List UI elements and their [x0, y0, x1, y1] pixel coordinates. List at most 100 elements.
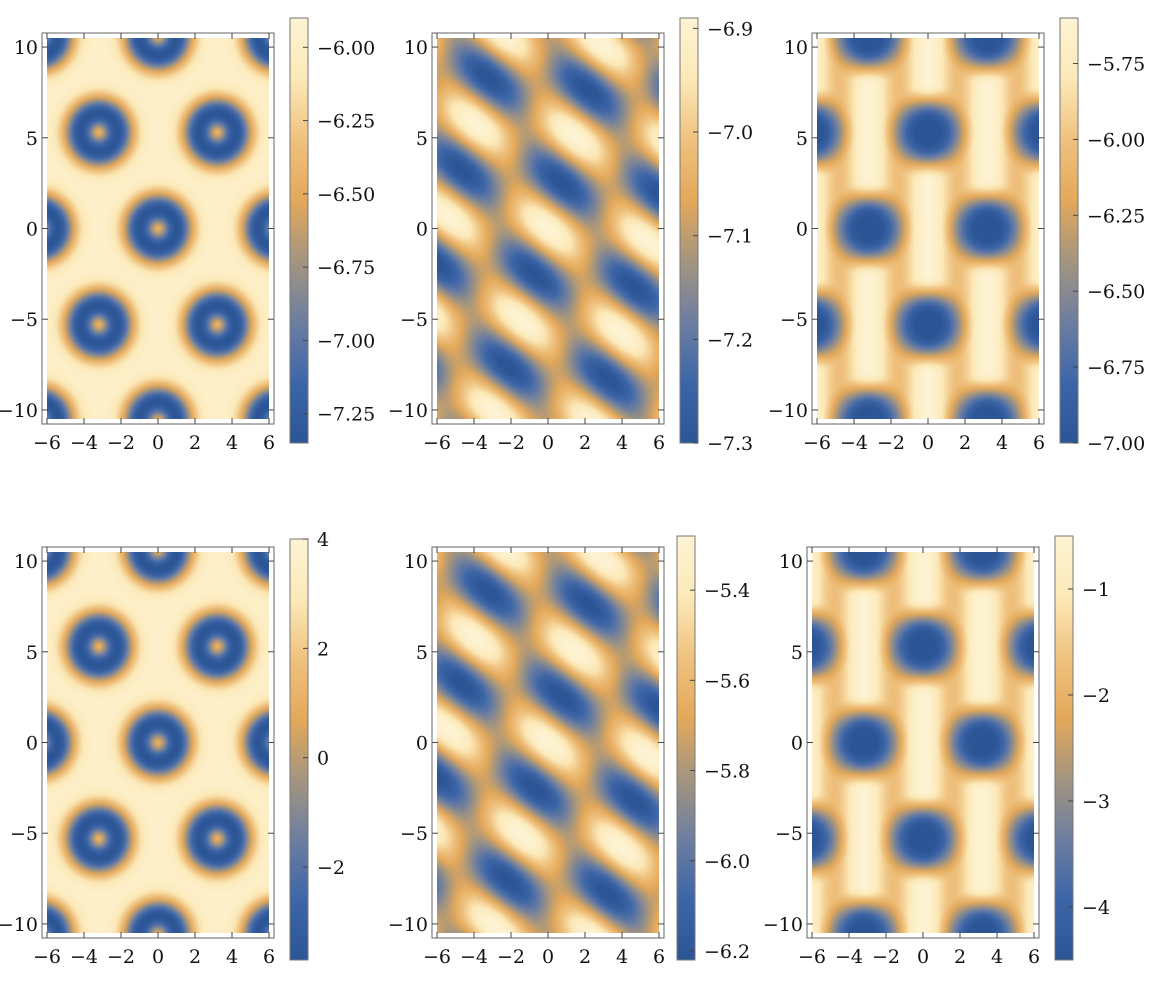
- colorbar-tick-label: −6.00: [1087, 129, 1145, 151]
- x-tick-label: −4: [460, 946, 488, 968]
- x-tick-label: 2: [189, 432, 201, 454]
- colorbar-tick-label: 4: [317, 529, 329, 551]
- x-tick-label: −2: [872, 946, 900, 968]
- colorbar-tick-label: −5.8: [704, 761, 750, 783]
- x-tick-label: 4: [226, 946, 238, 968]
- colorbar-tick-label: −7.00: [1087, 433, 1145, 455]
- colorbar: [289, 17, 309, 444]
- colorbar-tick-label: −4: [1082, 897, 1110, 919]
- x-tick-label: −2: [497, 432, 525, 454]
- x-tick-label: −4: [70, 946, 98, 968]
- y-tick-label: 5: [26, 642, 38, 664]
- heatmap-image: [437, 38, 659, 419]
- x-tick-label: 6: [1033, 432, 1045, 454]
- y-tick-label: 10: [784, 37, 808, 59]
- x-tick-label: −6: [798, 946, 826, 968]
- colorbar-tick-label: −6.75: [317, 257, 375, 279]
- colorbar-tick-label: −7.00: [317, 330, 375, 352]
- x-tick-label: −4: [840, 432, 868, 454]
- heatmap-image: [47, 38, 269, 419]
- x-tick-label: 4: [616, 946, 628, 968]
- x-tick-label: 0: [922, 432, 934, 454]
- y-tick-label: 5: [416, 642, 428, 664]
- colorbar-tick-label: −6.50: [317, 184, 375, 206]
- x-tick-label: −6: [803, 432, 831, 454]
- x-tick-label: 0: [152, 946, 164, 968]
- x-tick-label: 2: [579, 946, 591, 968]
- y-tick-label: −5: [780, 309, 808, 331]
- y-tick-label: −10: [763, 914, 803, 936]
- x-tick-label: 0: [152, 432, 164, 454]
- y-tick-label: −10: [388, 400, 428, 422]
- y-tick-label: 5: [416, 128, 428, 150]
- x-tick-label: 4: [996, 432, 1008, 454]
- heatmap-panel-4: −6 −4 −2 0 2 4 6 −10 −5 0 5 10 4 2 0 −2: [0, 529, 345, 968]
- colorbar-tick-label: −3: [1082, 791, 1110, 813]
- x-tick-label: 6: [263, 946, 275, 968]
- colorbar-tick-label: −6.25: [1087, 205, 1145, 227]
- x-tick-label: −6: [33, 432, 61, 454]
- x-tick-label: −2: [877, 432, 905, 454]
- heatmap-image: [812, 552, 1034, 933]
- x-tick-label: 0: [542, 432, 554, 454]
- colorbar-tick-label: −2: [1082, 685, 1110, 707]
- y-tick-label: −5: [400, 309, 428, 331]
- colorbar-tick-label: −1: [1082, 579, 1110, 601]
- y-tick-label: −10: [768, 400, 808, 422]
- x-tick-label: 4: [226, 432, 238, 454]
- y-tick-label: 0: [416, 733, 428, 755]
- y-tick-label: 0: [26, 733, 38, 755]
- heatmap-panel-6: −6 −4 −2 0 2 4 6 −10 −5 0 5 10 −1 −2 −3 −4: [763, 535, 1110, 968]
- x-tick-label: 6: [263, 432, 275, 454]
- y-tick-label: 10: [779, 551, 803, 573]
- colorbar: [1054, 535, 1074, 961]
- y-tick-label: 5: [791, 642, 803, 664]
- x-tick-label: 2: [189, 946, 201, 968]
- colorbar-tick-label: −7.2: [707, 329, 753, 351]
- x-tick-label: −6: [33, 946, 61, 968]
- y-tick-label: −5: [10, 309, 38, 331]
- heatmap-image: [437, 552, 659, 933]
- y-tick-label: 0: [791, 733, 803, 755]
- heatmap-image: [47, 552, 269, 933]
- colorbar-tick-label: −7.3: [707, 433, 753, 455]
- y-tick-label: −5: [775, 823, 803, 845]
- y-tick-label: 5: [796, 128, 808, 150]
- x-tick-label: −2: [107, 432, 135, 454]
- colorbar: [679, 17, 699, 444]
- colorbar-tick-label: −6.50: [1087, 281, 1145, 303]
- x-tick-label: −2: [497, 946, 525, 968]
- y-tick-label: −5: [10, 823, 38, 845]
- heatmap-panel-5: −6 −4 −2 0 2 4 6 −10 −5 0 5 10 −5.4 −5.6 −5.8 −6.0 −6.2: [388, 535, 750, 968]
- y-tick-label: 10: [404, 551, 428, 573]
- colorbar-tick-label: −7.0: [707, 122, 753, 144]
- x-tick-label: 4: [616, 432, 628, 454]
- colorbar-tick-label: −6.0: [704, 851, 750, 873]
- heatmap-panel-2: −6 −4 −2 0 2 4 6 −10 −5 0 5 10 −6.9 −7.0 −7.1 −7.2 −7.3: [388, 17, 753, 455]
- colorbar-tick-label: −7.1: [707, 226, 753, 248]
- y-tick-label: 10: [14, 551, 38, 573]
- y-tick-label: −10: [388, 914, 428, 936]
- heatmap-panel-3: −6 −4 −2 0 2 4 6 −10 −5 0 5 10 −5.75 −6.00 −6.25 −6.50 −…: [768, 17, 1145, 455]
- colorbar-tick-label: −6.2: [704, 941, 750, 963]
- x-tick-label: 2: [579, 432, 591, 454]
- x-tick-label: 2: [954, 946, 966, 968]
- y-tick-label: 5: [26, 128, 38, 150]
- y-tick-label: 0: [796, 219, 808, 241]
- x-tick-label: 2: [959, 432, 971, 454]
- x-tick-label: −6: [423, 432, 451, 454]
- colorbar: [676, 535, 696, 961]
- x-tick-label: 6: [1028, 946, 1040, 968]
- colorbar-tick-label: −7.25: [317, 404, 375, 426]
- x-tick-label: 4: [991, 946, 1003, 968]
- y-tick-label: 0: [26, 219, 38, 241]
- y-tick-label: 0: [416, 219, 428, 241]
- x-tick-label: 0: [542, 946, 554, 968]
- colorbar-tick-label: −6.9: [707, 18, 753, 40]
- y-tick-label: −5: [400, 823, 428, 845]
- x-tick-label: −2: [107, 946, 135, 968]
- y-tick-label: −10: [0, 914, 38, 936]
- x-tick-label: 6: [653, 432, 665, 454]
- colorbar-tick-label: 2: [317, 638, 329, 660]
- y-tick-label: 10: [404, 37, 428, 59]
